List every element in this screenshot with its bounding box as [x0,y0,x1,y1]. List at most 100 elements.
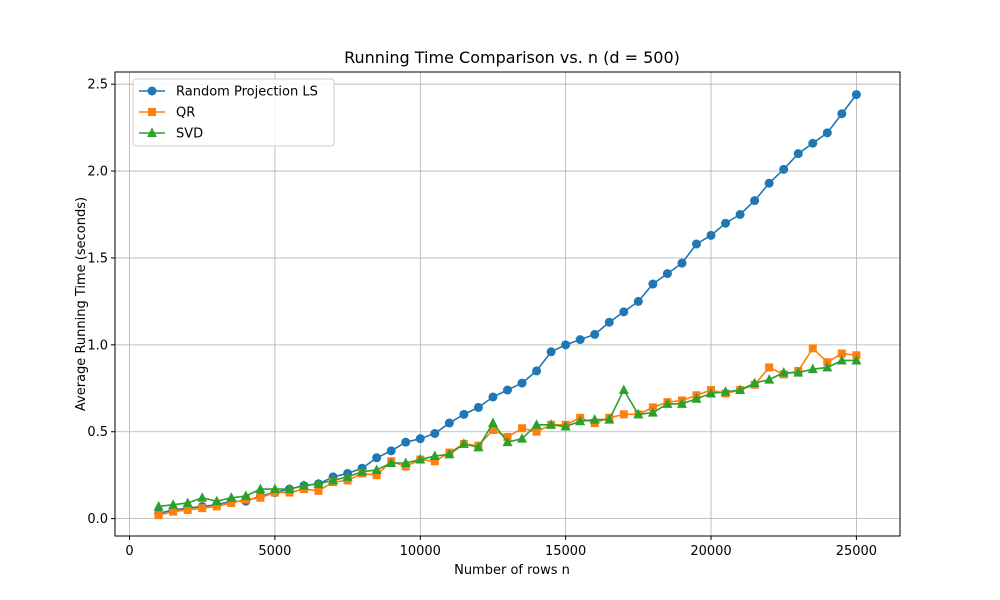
data-point [648,279,658,289]
data-point [372,453,382,463]
legend-box [132,78,335,147]
data-point [822,361,833,372]
data-point [386,457,397,468]
x-axis-title: Number of rows n [454,563,570,578]
data-point [676,398,687,408]
data-point [691,239,701,249]
y-tick-label: 1.5 [87,251,108,266]
data-point [575,335,585,345]
y-axis: 0.0 0.5 1.0 1.5 2.0 2.5 [87,78,115,527]
data-point [371,464,382,474]
data-point [575,415,586,426]
data-point [765,363,774,372]
data-point [793,149,803,159]
data-point [298,480,309,490]
data-point [750,196,760,206]
y-tick-label: 2.5 [87,78,108,93]
data-point [153,500,164,511]
legend-label: QR [176,106,195,121]
data-point [517,433,528,443]
data-point [517,378,527,388]
data-point [808,138,818,148]
data-point [154,511,163,520]
data-point [793,367,804,377]
plot-area [115,72,900,536]
data-point [808,344,817,353]
legend: Random Projection LS QR SVD [132,78,335,147]
data-point [735,210,745,220]
data-point [837,109,847,119]
data-point [197,492,208,502]
legend-label: Random Projection LS [176,85,318,100]
plot-frame [114,71,901,537]
data-point [837,349,846,358]
data-point [198,504,207,513]
data-point [458,438,469,448]
data-point [532,366,542,376]
data-point [473,402,483,412]
data-point [662,398,673,408]
data-point [400,457,411,468]
data-point [227,498,236,507]
data-point [532,427,541,436]
data-point [430,428,440,438]
legend-item: SVD [139,127,203,142]
data-point [706,387,717,398]
data-point [314,486,323,495]
x-tick-label: 5000 [258,544,291,559]
data-point [822,128,832,138]
y-tick-label: 0.5 [87,425,108,440]
y-axis-title: Average Running Time (seconds) [74,197,89,411]
data-point [589,414,600,424]
data-point [503,385,512,395]
data-point [430,457,439,466]
data-point [183,505,192,514]
legend-label: SVD [176,127,203,142]
data-point [518,424,527,433]
data-point [211,495,222,506]
data-point [721,218,731,228]
data-point [764,178,774,188]
data-point [604,317,614,327]
data-point [429,450,440,461]
data-point [386,446,396,456]
data-point [836,354,847,365]
data-point [604,414,615,424]
data-point [168,499,179,509]
data-point [342,471,353,481]
data-point [647,407,658,417]
legend-marker [147,127,157,137]
data-point [706,230,716,240]
data-point [444,418,454,428]
x-tick-label: 25000 [836,544,877,559]
data-point [720,386,731,396]
data-point [851,354,862,365]
data-point [851,90,861,100]
series-triangle [153,354,862,511]
x-tick-label: 20000 [690,544,731,559]
x-tick-label: 0 [125,544,133,559]
data-point [807,363,818,374]
data-point [677,258,687,268]
data-point [662,269,672,279]
x-axis: 0 5000 10000 15000 20000 25000 [125,536,877,559]
data-point [735,384,746,395]
data-point [546,419,557,429]
data-point [255,483,266,494]
data-point [357,466,368,476]
x-tick-label: 15000 [545,544,586,559]
data-point [691,393,702,403]
data-point [633,408,644,419]
data-point [779,164,789,174]
data-point [488,425,497,434]
data-point [256,493,265,502]
data-point [487,417,498,428]
data-point [226,492,237,502]
data-point [590,329,600,339]
chart-title: Running Time Comparison vs. n (d = 500) [344,48,680,67]
data-point [444,448,455,459]
grid-lines [115,72,900,536]
data-point [182,497,193,507]
data-point [619,307,629,317]
data-point [212,502,221,511]
